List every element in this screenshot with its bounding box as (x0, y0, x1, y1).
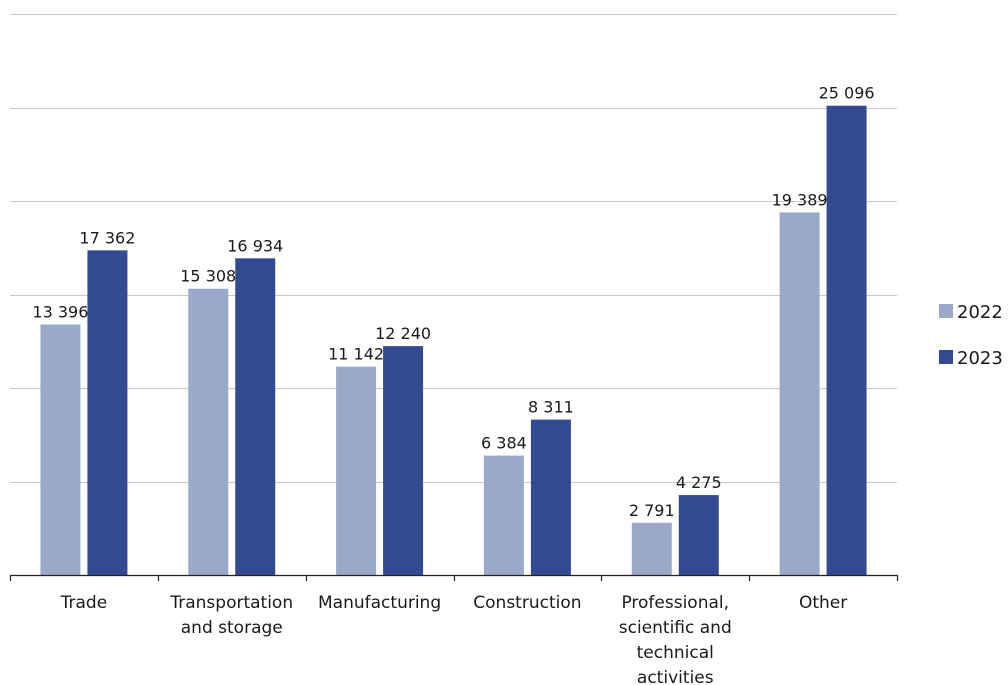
bar-2023 (826, 105, 867, 575)
legend-swatch-2023 (939, 350, 953, 364)
category-label: Other (799, 593, 847, 613)
legend-label-2023: 2023 (957, 348, 1003, 369)
data-label-2023: 8 311 (528, 398, 574, 417)
legend-swatch-2022 (939, 304, 953, 318)
bar-2023 (678, 495, 719, 575)
gridlines (10, 14, 897, 483)
data-label-2022: 19 389 (772, 190, 828, 209)
bar-2023 (530, 419, 571, 575)
bar-2022 (40, 324, 81, 575)
bar-2023 (87, 250, 128, 575)
data-label-2022: 2 791 (629, 501, 675, 520)
bar-2022 (188, 288, 229, 575)
data-label-2023: 17 362 (79, 228, 135, 247)
bar-2022 (779, 212, 820, 575)
category-label: Manufacturing (318, 593, 441, 613)
bar-2022 (483, 455, 524, 575)
category-label: Trade (60, 593, 108, 613)
data-label-2023: 4 275 (676, 473, 722, 492)
category-label: Professional, scientific and technical acti… (619, 593, 732, 685)
bar-2023 (383, 346, 424, 575)
bar-2023 (235, 258, 276, 575)
data-label-2022: 11 142 (328, 345, 384, 364)
bars (40, 105, 867, 575)
legend-label-2022: 2022 (957, 302, 1003, 323)
bar-2022 (336, 366, 377, 575)
category-label: Transportation and storage (169, 593, 293, 638)
x-axis (9, 574, 899, 581)
legend: 2022 2023 (939, 302, 1003, 369)
data-label-2022: 6 384 (481, 434, 527, 453)
data-label-2022: 13 396 (32, 302, 88, 321)
data-label-2022: 15 308 (180, 267, 236, 286)
data-labels: 13 396 17 362 15 308 16 934 11 142 12 240 6 38… (32, 84, 874, 520)
data-label-2023: 16 934 (227, 236, 283, 255)
bar-2022 (631, 522, 672, 575)
category-label: Construction (473, 593, 581, 613)
data-label-2023: 25 096 (819, 84, 875, 103)
data-label-2023: 12 240 (375, 324, 431, 343)
category-labels: Trade Transportation and storage Manufactur… (60, 593, 848, 685)
